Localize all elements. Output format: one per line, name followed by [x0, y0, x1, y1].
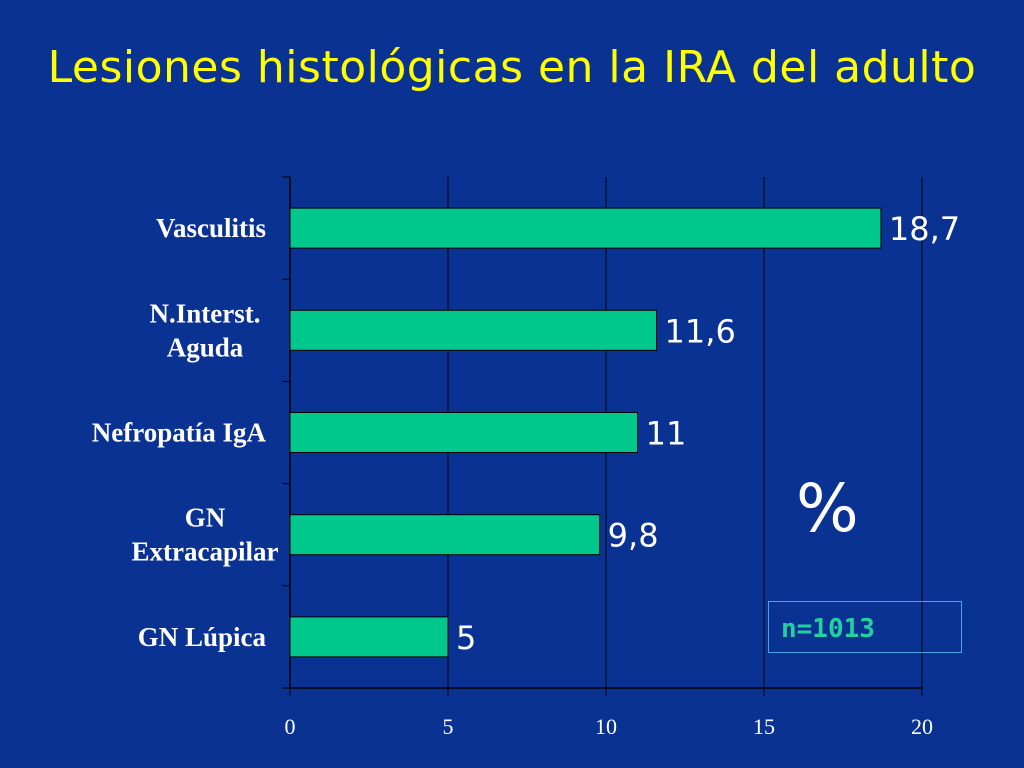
category-label-line: Extracapilar [132, 537, 279, 567]
category-label-line: Aguda [167, 332, 244, 362]
bar-1 [289, 309, 658, 351]
x-tick-label-4: 20 [911, 714, 933, 739]
category-label-line: Vasculitis [156, 213, 266, 243]
data-label-1: 11,6 [665, 312, 736, 350]
bar-3 [289, 514, 601, 556]
unit-label: % [796, 470, 859, 547]
category-label-1: N.Interst. Aguda [150, 298, 261, 362]
data-label-0: 18,7 [889, 210, 960, 248]
category-label-line: GN [185, 503, 226, 533]
sample-size-text: n=1013 [781, 614, 875, 644]
x-tick-label-0: 0 [285, 714, 296, 739]
bar-2 [289, 412, 639, 453]
category-label-line: N.Interst. [150, 298, 261, 328]
category-label-line: Nefropatía IgA [92, 418, 267, 448]
bar-4 [289, 616, 449, 658]
bar-0 [289, 207, 882, 249]
category-label-4: GN Lúpica [138, 622, 267, 652]
data-label-4: 5 [456, 619, 476, 657]
data-label-3: 9,8 [608, 517, 659, 555]
category-label-0: Vasculitis [156, 213, 266, 243]
sample-size-box: n=1013 [768, 601, 962, 653]
x-tick-label-1: 5 [443, 714, 454, 739]
x-tick-label-2: 10 [595, 714, 617, 739]
slide-title: Lesiones histológicas en la IRA del adul… [47, 42, 977, 93]
category-label-2: Nefropatía IgA [92, 418, 267, 448]
category-label-3: GN Extracapilar [132, 503, 279, 567]
data-label-2: 11 [646, 415, 687, 453]
x-tick-label-3: 15 [753, 714, 775, 739]
category-label-line: GN Lúpica [138, 622, 267, 652]
